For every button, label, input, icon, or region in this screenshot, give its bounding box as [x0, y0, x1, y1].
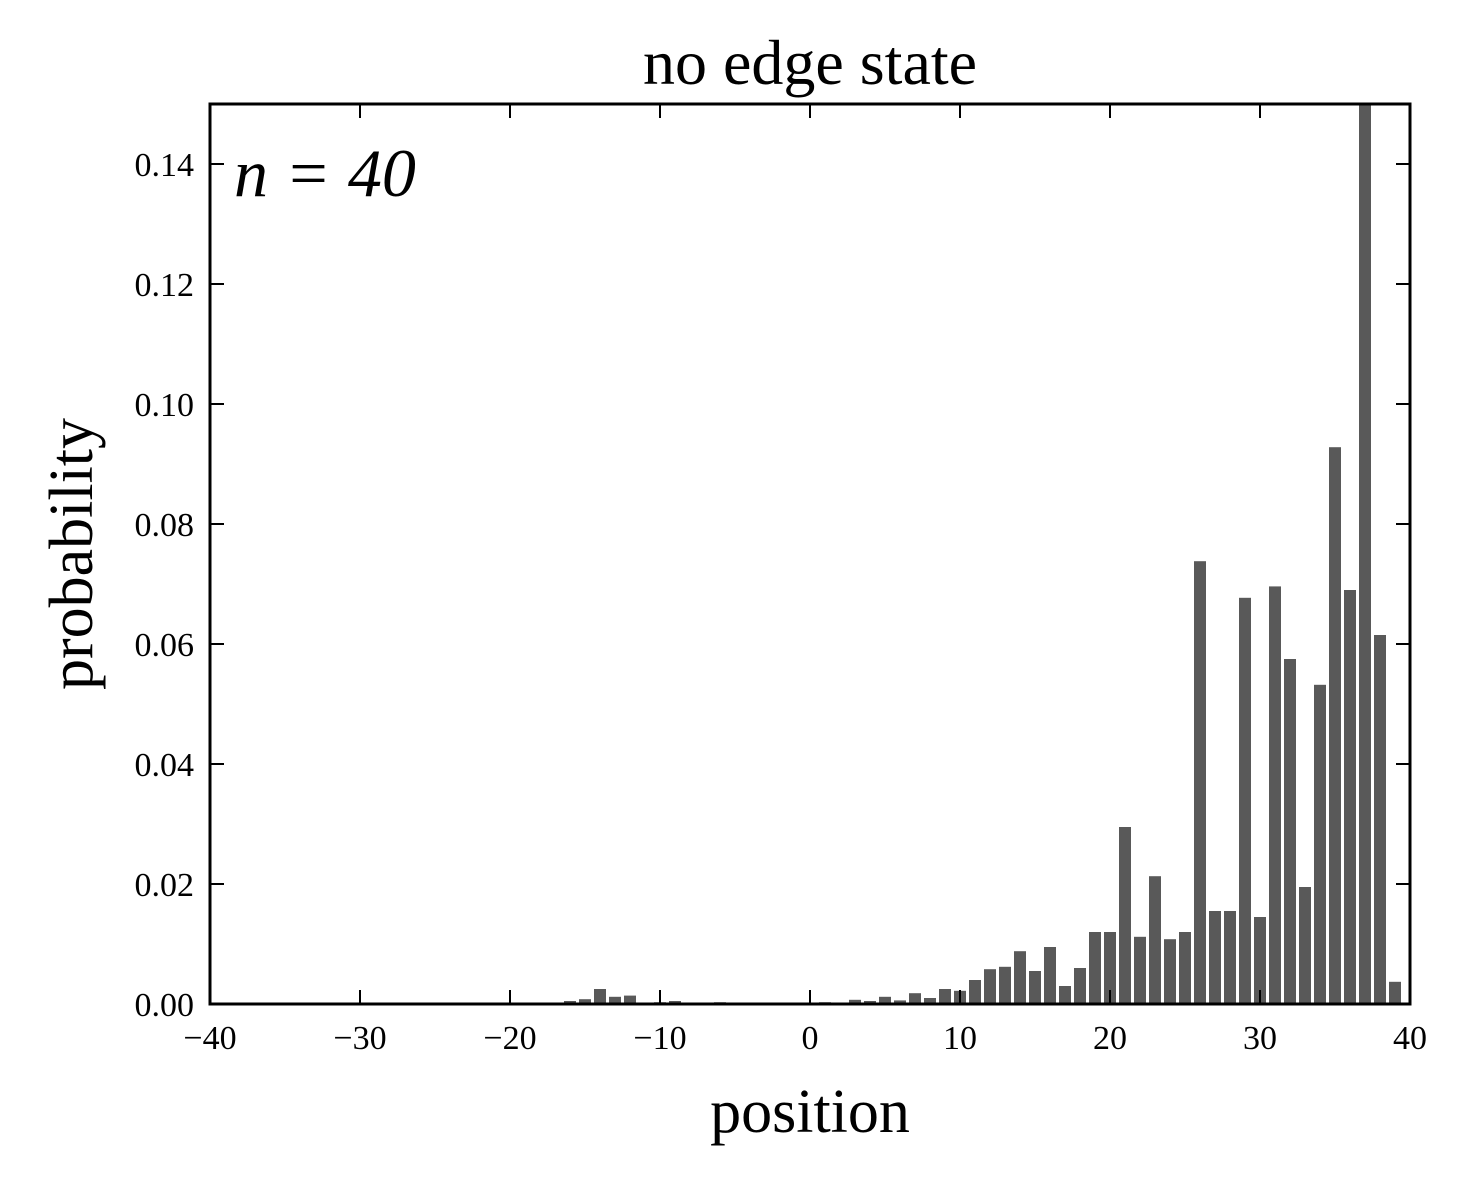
y-tick-label: 0.14 [135, 147, 195, 184]
y-tick-label: 0.06 [135, 627, 195, 664]
bar [1044, 947, 1056, 1004]
bar [579, 999, 591, 1004]
bar [1314, 684, 1326, 1004]
bar [849, 999, 861, 1004]
bar [1284, 659, 1296, 1004]
bar [1029, 971, 1041, 1004]
y-tick-label: 0.10 [135, 387, 195, 424]
bar [1359, 104, 1371, 1004]
x-tick-label: −40 [183, 1020, 236, 1057]
bar [1014, 951, 1026, 1004]
bar [999, 966, 1011, 1004]
x-tick-label: 40 [1393, 1020, 1427, 1057]
bar [1194, 561, 1206, 1004]
x-tick-label: 0 [802, 1020, 819, 1057]
bar [609, 996, 621, 1004]
plot-frame [208, 102, 1412, 1006]
x-tick-label: 20 [1093, 1020, 1127, 1057]
y-axis-label: probability [38, 418, 106, 690]
x-axis-label: position [710, 1078, 910, 1146]
bar [1209, 911, 1221, 1004]
y-tick-label: 0.04 [135, 747, 195, 784]
y-tick-label: 0.12 [135, 267, 195, 304]
bar [1389, 981, 1401, 1004]
bar [1164, 939, 1176, 1004]
bar [1179, 932, 1191, 1004]
y-tick-label: 0.00 [135, 987, 195, 1024]
bar [894, 1000, 906, 1004]
bar [1119, 827, 1131, 1004]
ticks-group: −40 −30 −20 −10 0 10 20 30 40 0.00 0.02 0.04 0.06 0.0… [135, 104, 1427, 1057]
bar [1254, 917, 1266, 1004]
bar [1239, 597, 1251, 1004]
y-tick-label: 0.02 [135, 867, 195, 904]
bar [984, 969, 996, 1004]
bar [1374, 635, 1386, 1004]
x-tick-label: 10 [943, 1020, 977, 1057]
bar [939, 989, 951, 1004]
x-tick-label: 30 [1243, 1020, 1277, 1057]
x-tick-label: −10 [633, 1020, 686, 1057]
y-tick-label: 0.08 [135, 507, 195, 544]
bar [1074, 968, 1086, 1004]
bar [1329, 447, 1341, 1004]
bars-group [564, 104, 1401, 1004]
x-tick-label: −20 [483, 1020, 536, 1057]
bar [1089, 932, 1101, 1004]
bar [1059, 986, 1071, 1004]
bar [1299, 887, 1311, 1004]
bar [624, 995, 636, 1004]
bar [1149, 876, 1161, 1004]
chart-title: no edge state [643, 27, 977, 98]
bar [1344, 590, 1356, 1004]
bar [1134, 936, 1146, 1004]
bar [594, 989, 606, 1004]
bar [924, 998, 936, 1004]
annotation-n: n = 40 [234, 135, 416, 211]
bar [1224, 911, 1236, 1004]
bar [1104, 932, 1116, 1004]
bar [879, 996, 891, 1004]
bar [1269, 586, 1281, 1004]
bar [969, 980, 981, 1004]
x-tick-label: −30 [333, 1020, 386, 1057]
bar [909, 993, 921, 1004]
